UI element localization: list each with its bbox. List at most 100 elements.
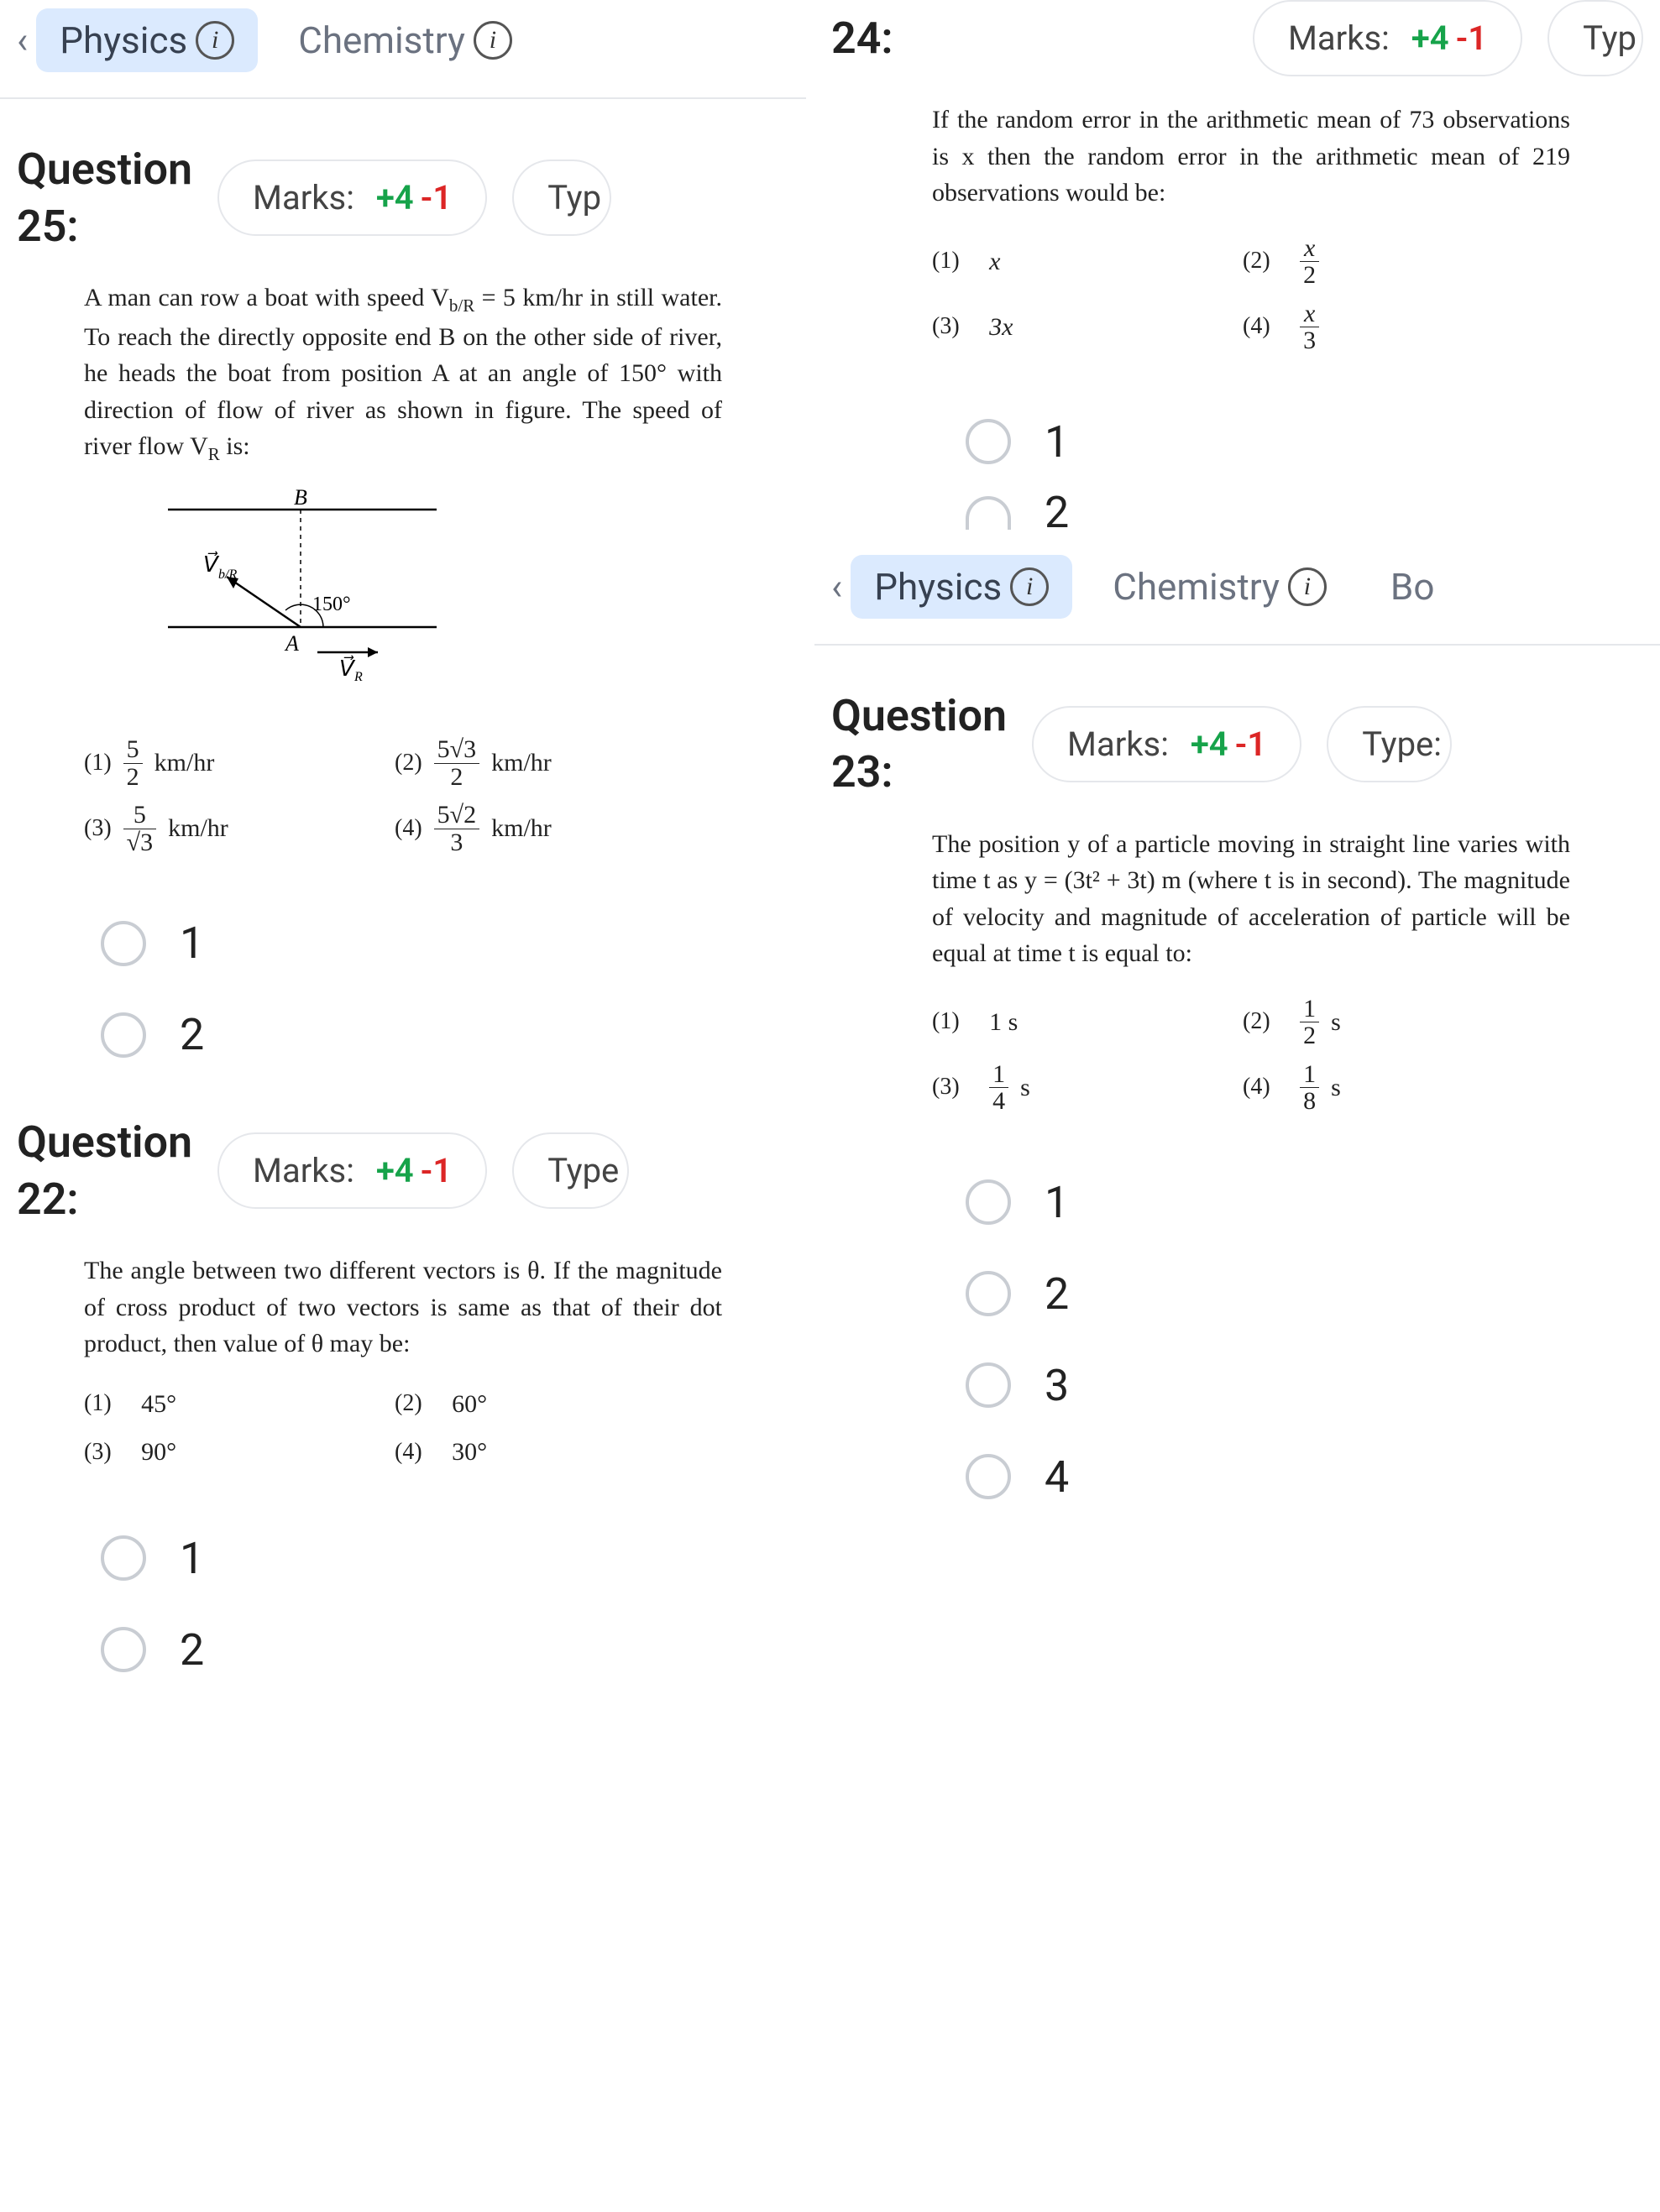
chevron-left-icon[interactable]: ‹ (831, 565, 842, 609)
marks-positive: +4 (1411, 18, 1449, 58)
answer-label: 1 (180, 1533, 204, 1584)
type-pill: Typ (1547, 0, 1643, 76)
question-stem: A man can row a boat with speed Vb/R = 5… (84, 280, 722, 467)
answer-label: 3 (1045, 1360, 1069, 1411)
marks-label: Marks: (253, 178, 354, 217)
option-3: (3) 5√3 km/hr (84, 802, 361, 855)
answer-2[interactable]: 2 (966, 488, 1643, 538)
option-1: (1) 1 s (932, 996, 1209, 1049)
question-stem: The angle between two different vectors … (84, 1252, 722, 1362)
answer-options: 1 2 (0, 872, 806, 1089)
svg-text:150°: 150° (312, 594, 351, 615)
answer-label: 1 (1045, 416, 1069, 468)
radio-icon[interactable] (966, 419, 1011, 464)
radio-icon[interactable] (101, 921, 146, 966)
question-label: Question (831, 688, 1007, 745)
marks-label: Marks: (1288, 18, 1390, 58)
svg-text:V⃗: V⃗ (339, 655, 356, 681)
question-stem: The position y of a particle moving in s… (932, 826, 1570, 972)
answer-label: 1 (1045, 1177, 1069, 1228)
answer-options: 1 2 3 4 (814, 1132, 1660, 1531)
tab-botany[interactable]: Bo (1367, 555, 1438, 619)
type-label: Typ (547, 178, 601, 217)
tab-chemistry[interactable]: Chemistry i (1089, 555, 1350, 619)
answer-1[interactable]: 1 (101, 1513, 789, 1604)
marks-pill: Marks: +4 -1 (1032, 706, 1301, 782)
chevron-left-icon[interactable]: ‹ (17, 18, 28, 62)
options-grid: (1) 1 s (2) 12s (3) 14s (4) 18s (932, 996, 1520, 1115)
type-pill: Typ (512, 159, 611, 236)
subject-tabs: ‹ Physics i Chemistry i Bo (814, 546, 1660, 627)
question-body: The angle between two different vectors … (0, 1236, 806, 1488)
answer-2[interactable]: 2 (966, 1248, 1643, 1340)
type-label: Typ (1583, 18, 1636, 58)
radio-icon[interactable] (101, 1012, 146, 1058)
type-label: Type: (1362, 724, 1442, 764)
river-diagram: B V⃗ b/R 150° A V⃗ R (118, 484, 756, 714)
radio-icon[interactable] (101, 1627, 146, 1672)
svg-text:R: R (353, 670, 363, 684)
info-icon[interactable]: i (196, 21, 234, 60)
question-number: 22: (17, 1171, 192, 1228)
option-1: (1) x (932, 235, 1209, 289)
marks-negative: -1 (1235, 724, 1267, 764)
radio-icon[interactable] (966, 1179, 1011, 1225)
marks-label: Marks: (1067, 724, 1169, 764)
svg-text:B: B (294, 485, 307, 510)
type-pill: Type (512, 1132, 629, 1209)
answer-1[interactable]: 1 (966, 396, 1643, 488)
question-body: The position y of a particle moving in s… (814, 809, 1660, 1132)
answer-2[interactable]: 2 (101, 1604, 789, 1696)
type-pill: Type: (1327, 706, 1452, 782)
question-number: 24: (831, 10, 893, 67)
radio-icon[interactable] (966, 496, 1011, 530)
question-title: Question 22: (17, 1114, 192, 1227)
radio-icon[interactable] (966, 1454, 1011, 1499)
question-body: If the random error in the arithmetic me… (814, 85, 1660, 371)
answer-label: 2 (1045, 488, 1069, 538)
answer-3[interactable]: 3 (966, 1340, 1643, 1431)
radio-icon[interactable] (966, 1271, 1011, 1316)
tab-chemistry[interactable]: Chemistry i (275, 8, 536, 72)
option-3: (3) 90° (84, 1434, 361, 1471)
marks-positive: +4 (376, 178, 414, 217)
info-icon[interactable]: i (1288, 567, 1327, 606)
answer-label: 1 (180, 918, 204, 969)
answer-2[interactable]: 2 (101, 989, 789, 1080)
tab-physics[interactable]: Physics i (851, 555, 1072, 619)
answer-1[interactable]: 1 (966, 1157, 1643, 1248)
divider (0, 97, 806, 99)
marks-pill: Marks: +4 -1 (217, 1132, 487, 1209)
option-2: (2) x2 (1243, 235, 1520, 289)
option-4: (4) x3 (1243, 301, 1520, 354)
answer-options: 1 2 (814, 371, 1660, 546)
tab-physics[interactable]: Physics i (36, 8, 258, 72)
question-header: Question 25: Marks: +4 -1 Typ (0, 116, 806, 263)
question-label: Question (17, 141, 192, 198)
question-stem: If the random error in the arithmetic me… (932, 102, 1570, 212)
radio-icon[interactable] (966, 1362, 1011, 1408)
answer-1[interactable]: 1 (101, 897, 789, 989)
info-icon[interactable]: i (474, 21, 512, 60)
answer-label: 4 (1045, 1451, 1069, 1503)
question-body: A man can row a boat with speed Vb/R = 5… (0, 263, 806, 872)
info-icon[interactable]: i (1010, 567, 1049, 606)
option-3: (3) 3x (932, 301, 1209, 354)
answer-4[interactable]: 4 (966, 1431, 1643, 1523)
option-2: (2) 60° (395, 1386, 672, 1423)
option-2: (2) 5√32 km/hr (395, 736, 672, 790)
svg-text:V⃗: V⃗ (203, 551, 220, 577)
tab-botany-label: Bo (1390, 565, 1435, 609)
question-header: Question 23: Marks: +4 -1 Type: (814, 662, 1660, 809)
marks-negative: -1 (421, 178, 453, 217)
options-grid: (1) 52 km/hr (2) 5√32 km/hr (3) 5√3 km/h… (84, 736, 672, 855)
marks-pill: Marks: +4 -1 (217, 159, 487, 236)
marks-positive: +4 (1191, 724, 1228, 764)
option-1: (1) 45° (84, 1386, 361, 1423)
radio-icon[interactable] (101, 1535, 146, 1581)
question-number: 25: (17, 198, 192, 255)
svg-text:b/R: b/R (218, 567, 237, 582)
question-header: 24: Marks: +4 -1 Typ (814, 0, 1660, 85)
tab-physics-label: Physics (874, 565, 1002, 609)
option-2: (2) 12s (1243, 996, 1520, 1049)
